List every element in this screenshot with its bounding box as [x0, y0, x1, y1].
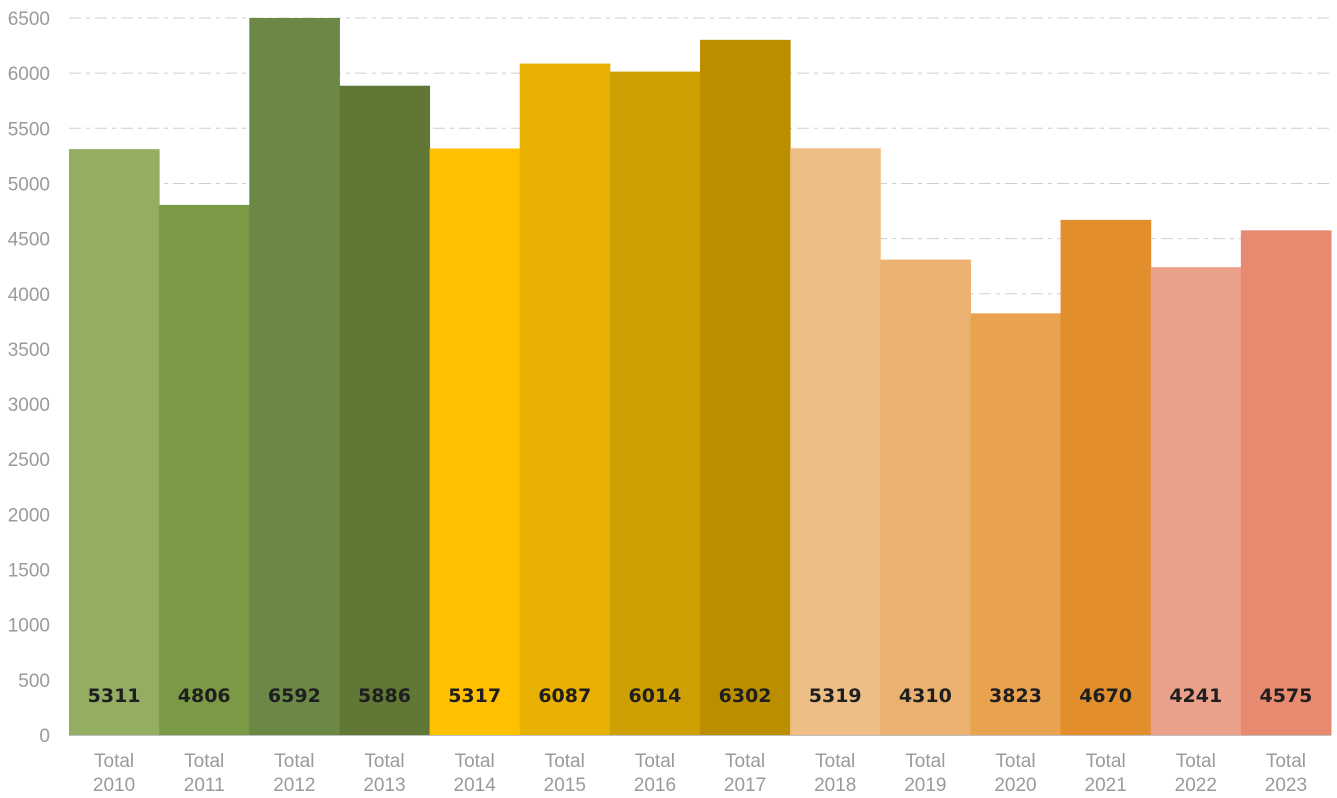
x-tick-label: Total	[1176, 751, 1216, 772]
y-tick-label: 1500	[8, 561, 50, 582]
x-tick-label: 2021	[1085, 775, 1127, 796]
data-label: 6014	[628, 685, 681, 707]
x-tick-label: Total	[1266, 751, 1306, 772]
bar	[609, 71, 701, 735]
x-tick-label: 2013	[363, 775, 405, 796]
bar	[970, 313, 1062, 735]
data-labels: 5311 4806 6592 5886 5317 6087 6014 6302 5319 4310…	[88, 685, 1313, 707]
x-tick-label: Total	[725, 751, 765, 772]
x-tick-label: 2011	[184, 775, 225, 796]
x-tick-label: 2022	[1175, 775, 1217, 796]
data-label: 4310	[899, 685, 952, 707]
data-label: 6087	[538, 685, 591, 707]
bar	[880, 259, 971, 735]
y-tick-label: 3500	[8, 340, 50, 361]
x-tick-label: Total	[545, 751, 585, 772]
x-tick-label: Total	[184, 751, 224, 772]
x-tick-label: Total	[455, 751, 495, 772]
data-label: 5317	[448, 685, 501, 707]
x-tick-label: Total	[364, 751, 404, 772]
x-tick-label: Total	[905, 751, 945, 772]
bars	[69, 18, 1332, 736]
y-tick-label: 3000	[8, 395, 50, 416]
bar	[429, 148, 521, 735]
x-tick-label: 2023	[1265, 775, 1307, 796]
data-label: 5311	[88, 685, 141, 707]
y-tick-label: 500	[18, 671, 50, 692]
data-label: 6592	[268, 685, 321, 707]
y-tick-label: 2000	[8, 505, 50, 526]
bar	[249, 18, 340, 735]
bar	[700, 39, 791, 735]
data-label: 6302	[719, 685, 772, 707]
y-axis: 0 500 1000 1500 2000 2500 3000 3500 4000 4500 5000…	[8, 9, 50, 747]
data-label: 4806	[178, 685, 231, 707]
y-tick-label: 5000	[8, 174, 50, 195]
bar	[69, 149, 160, 735]
y-tick-label: 4500	[8, 230, 50, 251]
bar	[339, 85, 431, 735]
x-tick-label: 2020	[994, 775, 1036, 796]
x-tick-label: 2012	[273, 775, 315, 796]
bar	[159, 204, 250, 736]
bar	[790, 148, 881, 736]
x-tick-label: Total	[94, 751, 134, 772]
x-tick-label: 2018	[814, 775, 856, 796]
bar	[519, 63, 611, 736]
y-tick-label: 6500	[8, 9, 50, 30]
y-tick-label: 4000	[8, 285, 50, 306]
bar	[1060, 219, 1152, 735]
y-tick-label: 0	[39, 726, 50, 747]
y-tick-label: 2500	[8, 450, 50, 471]
x-tick-label: 2014	[454, 775, 497, 796]
x-tick-label: 2015	[544, 775, 586, 796]
x-tick-label: Total	[995, 751, 1035, 772]
x-tick-label: Total	[274, 751, 314, 772]
x-axis: Total 2010 Total 2011 Total 2012 Total 2013 Tota…	[69, 735, 1331, 796]
data-label: 4575	[1259, 685, 1312, 707]
y-tick-label: 6000	[8, 64, 50, 85]
bar	[1150, 267, 1242, 735]
bar	[1240, 230, 1332, 736]
x-tick-label: 2016	[634, 775, 676, 796]
x-tick-label: Total	[1086, 751, 1126, 772]
x-tick-label: 2010	[93, 775, 135, 796]
y-tick-label: 1000	[8, 616, 50, 637]
data-label: 5319	[809, 685, 862, 707]
data-label: 3823	[989, 685, 1042, 707]
data-label: 4241	[1169, 685, 1222, 707]
y-tick-label: 5500	[8, 119, 50, 140]
data-label: 5886	[358, 685, 411, 707]
x-tick-label: 2019	[904, 775, 946, 796]
x-tick-label: Total	[815, 751, 855, 772]
x-tick-label: 2017	[724, 775, 766, 796]
x-tick-label: Total	[635, 751, 675, 772]
data-label: 4670	[1079, 685, 1132, 707]
